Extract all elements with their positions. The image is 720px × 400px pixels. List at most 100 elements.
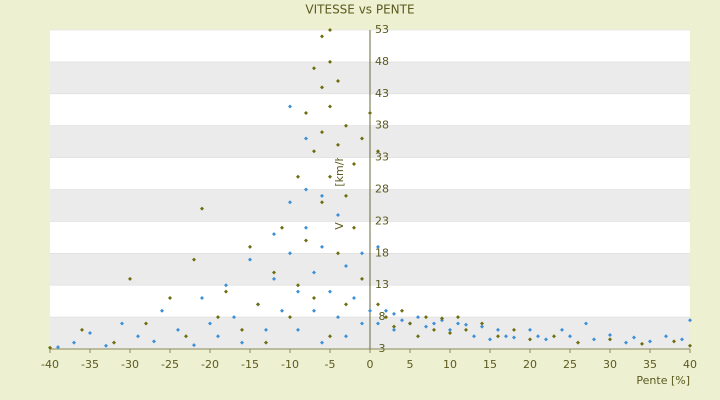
- scatter-point: [336, 213, 340, 218]
- scatter-point: [512, 335, 516, 340]
- scatter-point: [352, 161, 356, 166]
- scatter-point: [176, 327, 180, 332]
- scatter-point: [296, 174, 300, 179]
- scatter-point: [136, 334, 140, 339]
- scatter-point: [128, 276, 132, 281]
- scatter-point: [472, 334, 476, 339]
- scatter-point: [104, 343, 108, 348]
- scatter-point: [376, 302, 380, 307]
- x-tick-label: 20: [523, 358, 537, 371]
- scatter-point: [240, 340, 244, 345]
- scatter-point: [256, 302, 260, 307]
- scatter-point: [312, 149, 316, 154]
- scatter-point: [320, 34, 324, 39]
- scatter-point: [488, 337, 492, 342]
- y-tick-label: 53: [375, 23, 389, 36]
- scatter-point: [448, 327, 452, 332]
- y-tick-label: 23: [375, 214, 389, 227]
- scatter-point: [48, 345, 52, 350]
- scatter-point: [464, 322, 468, 327]
- scatter-point: [192, 257, 196, 262]
- scatter-point: [208, 321, 212, 326]
- scatter-point: [528, 337, 532, 342]
- scatter-point: [400, 318, 404, 323]
- y-tick-label: 48: [375, 55, 389, 68]
- x-tick-label: 40: [683, 358, 697, 371]
- x-tick-label: -35: [81, 358, 99, 371]
- scatter-point: [200, 295, 204, 300]
- scatter-point: [240, 327, 244, 332]
- y-tick-label: 8: [379, 310, 386, 323]
- scatter-point: [80, 327, 84, 332]
- scatter-point: [184, 334, 188, 339]
- scatter-point: [608, 337, 612, 342]
- chart-title: VITESSE vs PENTE: [305, 3, 414, 17]
- scatter-point: [224, 283, 228, 288]
- scatter-point: [280, 225, 284, 230]
- scatter-point: [296, 283, 300, 288]
- scatter-point: [344, 302, 348, 307]
- scatter-point: [200, 206, 204, 211]
- scatter-point: [112, 340, 116, 345]
- scatter-point: [528, 327, 532, 332]
- scatter-point: [440, 316, 444, 321]
- scatter-point: [552, 334, 556, 339]
- scatter-point: [456, 315, 460, 320]
- scatter-point: [280, 308, 284, 313]
- scatter-point: [320, 193, 324, 198]
- scatter-point: [288, 315, 292, 320]
- scatter-point: [272, 232, 276, 237]
- scatter-point: [312, 66, 316, 71]
- x-tick-label: 15: [483, 358, 497, 371]
- scatter-point: [512, 327, 516, 332]
- scatter-point: [344, 123, 348, 128]
- scatter-point: [160, 308, 164, 313]
- scatter-point: [304, 136, 308, 141]
- scatter-point: [496, 327, 500, 332]
- scatter-point: [496, 334, 500, 339]
- scatter-point: [144, 321, 148, 326]
- y-tick-label: 28: [375, 183, 389, 196]
- scatter-point: [328, 289, 332, 294]
- x-tick-label: 10: [443, 358, 457, 371]
- scatter-point: [432, 321, 436, 326]
- scatter-point: [624, 340, 628, 345]
- scatter-point: [312, 270, 316, 275]
- scatter-point: [248, 244, 252, 249]
- x-tick-label: 35: [643, 358, 657, 371]
- scatter-point: [432, 327, 436, 332]
- scatter-point: [248, 257, 252, 262]
- scatter-point: [328, 104, 332, 109]
- scatter-point: [416, 315, 420, 320]
- scatter-point: [664, 334, 668, 339]
- scatter-point: [464, 327, 468, 332]
- x-axis-label: Pente [%]: [636, 374, 690, 387]
- scatter-point: [264, 340, 268, 345]
- scatter-point: [216, 334, 220, 339]
- scatter-point: [328, 28, 332, 32]
- scatter-point: [320, 340, 324, 345]
- scatter-point: [312, 295, 316, 300]
- scatter-point: [416, 334, 420, 339]
- scatter-point: [336, 251, 340, 256]
- scatter-point: [288, 200, 292, 205]
- scatter-point: [344, 334, 348, 339]
- scatter-point: [448, 331, 452, 336]
- scatter-point: [392, 324, 396, 329]
- x-tick-label: -5: [325, 358, 336, 371]
- scatter-point: [392, 311, 396, 316]
- scatter-point: [304, 238, 308, 243]
- x-tick-label: 30: [603, 358, 617, 371]
- scatter-point: [336, 315, 340, 320]
- scatter-point: [640, 341, 644, 346]
- scatter-point: [576, 340, 580, 345]
- scatter-point: [344, 264, 348, 269]
- scatter-point: [360, 321, 364, 326]
- scatter-point: [120, 321, 124, 326]
- x-tick-label: 5: [407, 358, 414, 371]
- scatter-point: [224, 289, 228, 294]
- scatter-point: [392, 327, 396, 332]
- scatter-point: [264, 327, 268, 332]
- scatter-point: [360, 136, 364, 141]
- scatter-point: [480, 321, 484, 326]
